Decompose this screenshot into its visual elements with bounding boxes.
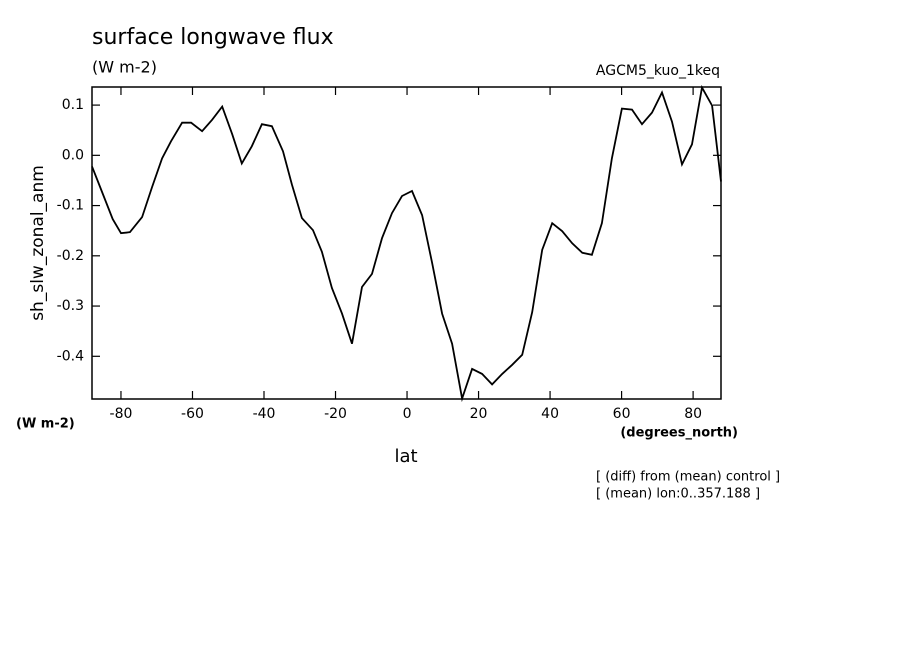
annotation: [ (diff) from (mean) control ]: [596, 470, 780, 485]
y-tick-label: 0.0: [62, 147, 84, 163]
y-axis-label: sh_slw_zonal_anm: [28, 165, 48, 321]
x-tick-label: -60: [181, 406, 204, 422]
x-tick-label: 40: [541, 406, 559, 422]
x-tick-label: -20: [324, 406, 347, 422]
annotation: [ (mean) lon:0..357.188 ]: [596, 487, 760, 502]
x-axis-label: lat: [394, 446, 417, 467]
x-tick-label: -80: [110, 406, 133, 422]
y-unit: (W m-2): [16, 417, 75, 432]
y-tick-label: 0.1: [62, 97, 84, 113]
chart-title: surface longwave flux: [92, 25, 334, 50]
y-tick-label: -0.4: [57, 348, 84, 364]
x-tick-label: 0: [403, 406, 412, 422]
subtitle: (W m-2): [92, 58, 157, 77]
y-tick-label: -0.3: [57, 298, 84, 314]
experiment: AGCM5_kuo_1keq: [596, 63, 720, 79]
x-tick-label: -40: [253, 406, 276, 422]
y-tick-label: -0.2: [57, 248, 84, 264]
x-tick-label: 80: [684, 406, 702, 422]
x-tick-label: 20: [470, 406, 488, 422]
x-unit: (degrees_north): [620, 426, 738, 441]
x-tick-label: 60: [613, 406, 631, 422]
y-tick-label: -0.1: [57, 198, 84, 214]
data-line: [91, 84, 722, 403]
